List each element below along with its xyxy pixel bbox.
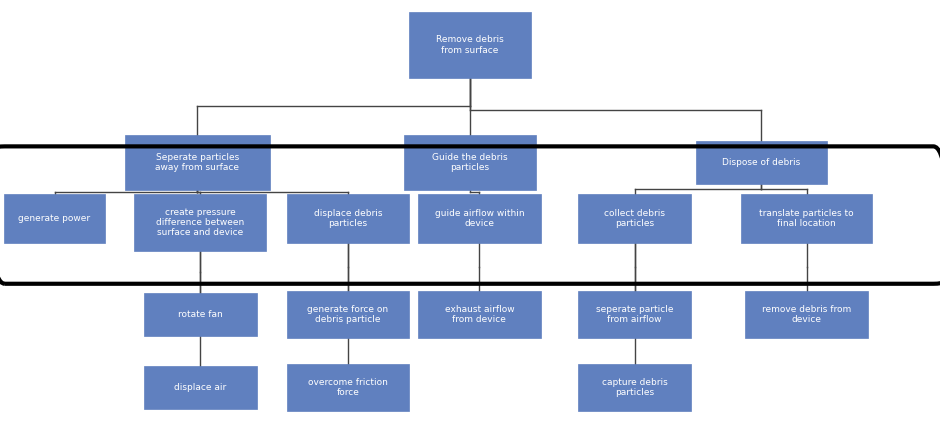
Text: generate force on
debris particle: generate force on debris particle [307,305,388,324]
Text: Dispose of debris: Dispose of debris [722,158,801,167]
FancyBboxPatch shape [287,194,409,243]
FancyBboxPatch shape [418,291,540,338]
FancyBboxPatch shape [741,194,872,243]
Text: displace debris
particles: displace debris particles [314,208,382,228]
FancyBboxPatch shape [144,293,257,336]
Text: remove debris from
device: remove debris from device [762,305,851,324]
FancyBboxPatch shape [287,291,409,338]
FancyBboxPatch shape [144,366,257,409]
FancyBboxPatch shape [4,194,105,243]
FancyBboxPatch shape [578,364,691,411]
Text: capture debris
particles: capture debris particles [602,377,667,397]
Text: exhaust airflow
from device: exhaust airflow from device [445,305,514,324]
Text: create pressure
difference between
surface and device: create pressure difference between surfa… [156,208,244,238]
Text: translate particles to
final location: translate particles to final location [760,208,854,228]
Text: Guide the debris
particles: Guide the debris particles [432,153,508,172]
Text: collect debris
particles: collect debris particles [604,208,665,228]
FancyBboxPatch shape [745,291,868,338]
Text: Remove debris
from surface: Remove debris from surface [436,35,504,55]
FancyBboxPatch shape [696,141,827,184]
FancyBboxPatch shape [134,194,266,252]
FancyBboxPatch shape [404,135,536,190]
Text: overcome friction
force: overcome friction force [308,377,387,397]
FancyBboxPatch shape [418,194,540,243]
FancyBboxPatch shape [124,135,271,190]
Text: seperate particle
from airflow: seperate particle from airflow [596,305,673,324]
FancyBboxPatch shape [578,194,691,243]
Text: generate power: generate power [19,214,90,223]
FancyBboxPatch shape [578,291,691,338]
FancyBboxPatch shape [409,12,531,78]
FancyBboxPatch shape [287,364,409,411]
Text: Seperate particles
away from surface: Seperate particles away from surface [155,153,240,172]
Text: rotate fan: rotate fan [178,310,223,319]
Text: displace air: displace air [174,383,227,392]
Text: guide airflow within
device: guide airflow within device [434,208,525,228]
